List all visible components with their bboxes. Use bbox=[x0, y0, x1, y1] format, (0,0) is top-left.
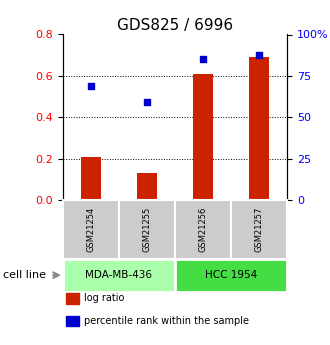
Text: GSM21256: GSM21256 bbox=[198, 207, 208, 252]
Bar bbox=[63, 200, 119, 259]
Bar bbox=[137, 173, 157, 200]
Text: HCC 1954: HCC 1954 bbox=[205, 270, 257, 280]
Text: GSM21254: GSM21254 bbox=[86, 207, 95, 252]
Text: cell line: cell line bbox=[3, 270, 46, 280]
Point bbox=[88, 83, 93, 89]
Text: GSM21255: GSM21255 bbox=[142, 207, 151, 252]
Bar bbox=[119, 200, 175, 259]
Point bbox=[256, 52, 262, 58]
Point bbox=[200, 57, 206, 62]
Text: GSM21257: GSM21257 bbox=[254, 207, 264, 252]
Bar bbox=[175, 200, 231, 259]
Title: GDS825 / 6996: GDS825 / 6996 bbox=[117, 18, 233, 33]
Bar bbox=[63, 259, 175, 292]
Bar bbox=[81, 157, 101, 200]
Text: log ratio: log ratio bbox=[84, 294, 124, 303]
Bar bbox=[231, 200, 287, 259]
Text: percentile rank within the sample: percentile rank within the sample bbox=[84, 316, 249, 326]
Bar bbox=[175, 259, 287, 292]
Point bbox=[144, 100, 149, 105]
Bar bbox=[249, 57, 269, 200]
Bar bbox=[193, 74, 213, 200]
Text: MDA-MB-436: MDA-MB-436 bbox=[85, 270, 152, 280]
